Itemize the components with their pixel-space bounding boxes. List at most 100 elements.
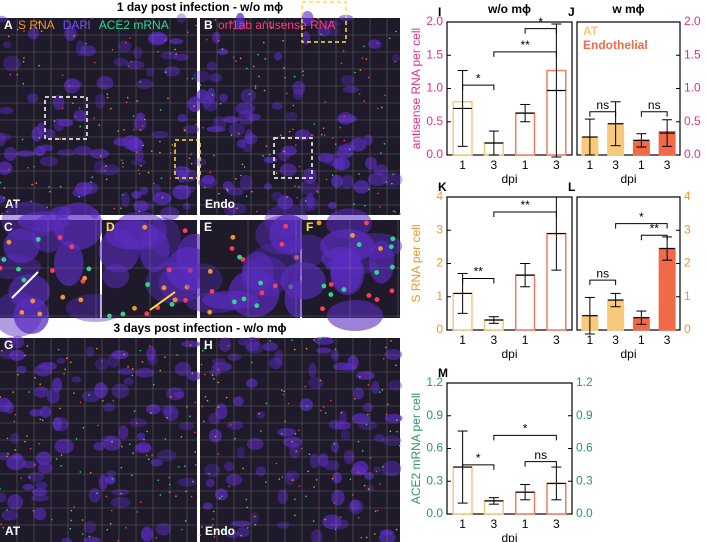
signal-dot [139, 129, 142, 131]
y-tick-label: 4 [436, 189, 443, 203]
signal-dot [378, 246, 383, 251]
significance-label: ** [520, 198, 530, 212]
signal-dot [390, 236, 396, 242]
nucleus [332, 157, 351, 171]
nucleus [206, 61, 217, 71]
nucleus [0, 132, 6, 147]
nucleus [367, 172, 387, 187]
signal-dot [231, 22, 233, 25]
nucleus [340, 74, 355, 86]
nucleus [131, 190, 142, 199]
nucleus [250, 511, 259, 525]
signal-dot [324, 101, 327, 103]
signal-dot [129, 37, 131, 39]
signal-dot [140, 165, 142, 167]
signal-dot [59, 407, 61, 410]
y-tick-label: 0.5 [426, 114, 443, 128]
signal-dot [349, 478, 352, 481]
nucleus [83, 536, 101, 542]
signal-dot [282, 393, 285, 396]
signal-dot [237, 254, 242, 260]
significance-bracket [640, 234, 668, 241]
nucleus [176, 13, 187, 24]
signal-dot [251, 190, 253, 193]
nucleus [33, 386, 49, 398]
signal-dot [365, 423, 368, 426]
y-tick-label: 0 [684, 322, 691, 336]
signal-dot [281, 389, 283, 392]
signal-dot [305, 347, 308, 350]
signal-dot [38, 64, 40, 67]
y-tick-label: 1.2 [426, 375, 443, 389]
signal-dot [283, 390, 286, 393]
signal-dot [323, 134, 326, 136]
y-tick-label: 3 [436, 222, 443, 236]
nucleus [151, 130, 169, 139]
signal-dot [96, 347, 98, 350]
nucleus [277, 489, 289, 505]
nucleus [0, 254, 42, 280]
signal-dot [145, 454, 148, 456]
nucleus [352, 460, 369, 475]
nucleus [13, 296, 50, 334]
signal-dot [212, 518, 214, 520]
signal-dot [98, 124, 101, 126]
signal-dot [286, 196, 288, 198]
signal-dot [0, 349, 3, 352]
signal-dot [368, 488, 370, 490]
nucleus [214, 488, 228, 501]
signal-dot [37, 21, 40, 24]
y-tick-label: 0.9 [426, 408, 443, 422]
x-axis-label: dpi [620, 347, 636, 361]
image-legend: orf1ab antisense RNA [218, 18, 335, 32]
signal-dot [307, 470, 310, 473]
signal-dot [385, 346, 387, 349]
x-tick-label: 3 [664, 333, 671, 347]
signal-dot [2, 526, 5, 529]
signal-dot [379, 206, 381, 208]
signal-dot [69, 527, 72, 530]
signal-dot [184, 465, 186, 467]
signal-dot [374, 510, 377, 513]
x-tick-label: 1 [459, 517, 466, 531]
y-tick-label: 1.0 [684, 81, 701, 95]
signal-dot [298, 165, 301, 168]
signal-dot [206, 399, 209, 402]
signal-dot [27, 166, 29, 169]
nucleus [183, 263, 223, 296]
nucleus [11, 335, 25, 349]
nucleus [201, 290, 259, 310]
y-axis-label: ACE2 mRNA per cell [409, 393, 423, 504]
signal-dot [13, 420, 16, 423]
signal-dot [122, 162, 124, 164]
signal-dot [366, 293, 372, 298]
signal-dot [1, 257, 7, 262]
signal-dot [283, 223, 289, 229]
signal-dot [30, 298, 36, 304]
x-axis-label: dpi [501, 172, 517, 186]
y-tick-label: 0.6 [426, 441, 443, 455]
signal-dot [207, 268, 213, 274]
significance-label: ns [534, 448, 547, 462]
signal-dot [7, 35, 10, 38]
signal-dot [388, 244, 394, 250]
signal-dot [148, 458, 150, 461]
signal-dot [229, 424, 232, 426]
nucleus [46, 389, 60, 404]
nucleus [0, 452, 11, 461]
signal-dot [254, 87, 257, 89]
signal-dot [139, 81, 142, 83]
nucleus [246, 113, 261, 121]
signal-dot [172, 297, 178, 303]
zoom-box [301, 1, 347, 43]
signal-dot [136, 100, 139, 102]
signal-dot [46, 206, 48, 209]
nucleus [21, 460, 37, 469]
signal-dot [396, 430, 398, 433]
signal-dot [283, 150, 286, 153]
signal-dot [254, 515, 256, 518]
signal-dot [226, 188, 228, 190]
nucleus [133, 200, 149, 213]
signal-dot [38, 442, 40, 445]
signal-dot [86, 266, 92, 272]
